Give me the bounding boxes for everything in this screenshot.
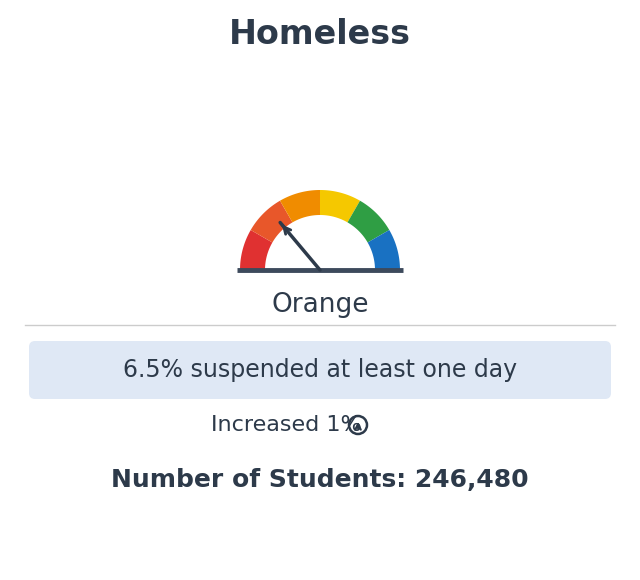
Text: Orange: Orange — [271, 292, 369, 318]
Text: Homeless: Homeless — [229, 19, 411, 52]
Polygon shape — [348, 201, 389, 242]
Text: Increased 1%: Increased 1% — [211, 415, 369, 435]
Text: 6.5% suspended at least one day: 6.5% suspended at least one day — [123, 358, 517, 382]
Polygon shape — [320, 190, 360, 222]
FancyBboxPatch shape — [29, 341, 611, 399]
Text: Number of Students: 246,480: Number of Students: 246,480 — [111, 468, 529, 492]
Polygon shape — [280, 190, 320, 222]
Polygon shape — [251, 201, 292, 242]
Polygon shape — [240, 230, 273, 270]
Polygon shape — [367, 230, 400, 270]
